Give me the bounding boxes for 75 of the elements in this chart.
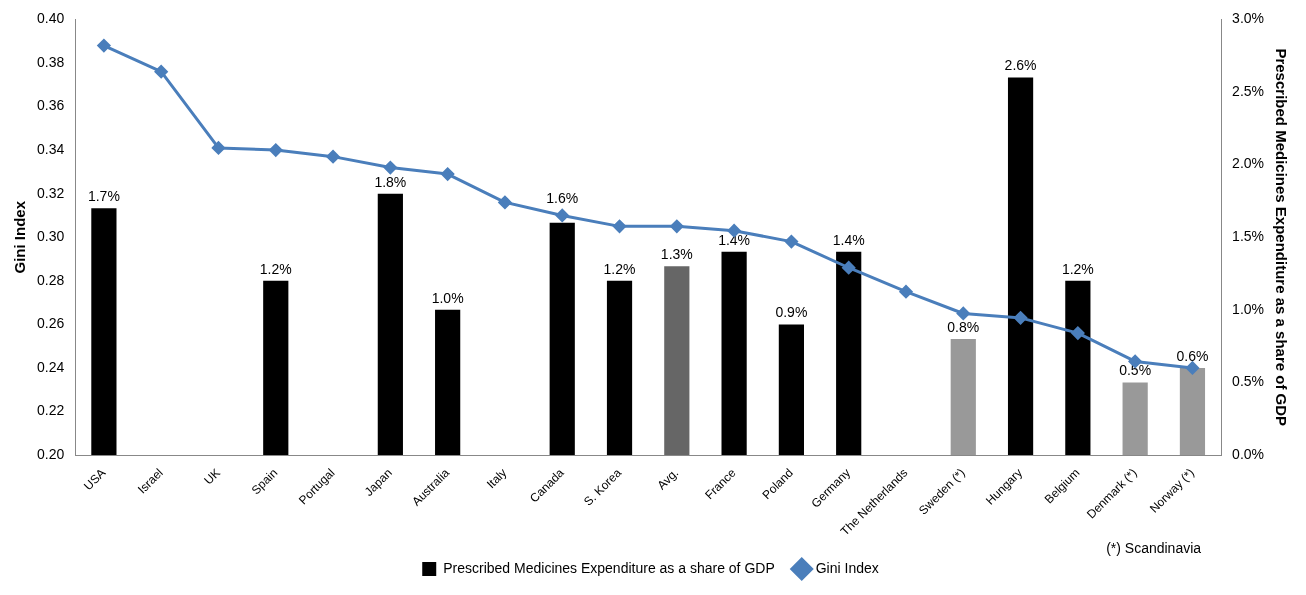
point (956, 306, 970, 320)
y-tick-label: 0.26 (37, 315, 65, 332)
y-tick-label: 0.22 (37, 402, 65, 419)
bar (836, 251, 862, 456)
point (441, 167, 455, 181)
data-label: 1.2% (1061, 260, 1094, 277)
legend-label: Prescribed Medicines Expenditure as a share of GDP (443, 559, 775, 576)
point (613, 219, 627, 233)
bar (1065, 280, 1091, 456)
y-tick-label: 0.38 (37, 53, 65, 70)
bar (1179, 367, 1206, 456)
bar (664, 266, 690, 456)
y2-tick-label: 1.0% (1232, 300, 1265, 317)
data-label: 0.6% (1176, 347, 1209, 364)
data-label: 1.2% (259, 260, 292, 277)
x-tick-label: UK (201, 465, 223, 488)
point (211, 141, 225, 155)
point (269, 143, 283, 157)
data-label: 0.8% (947, 318, 980, 335)
bar (263, 280, 289, 456)
data-label: 1.8% (374, 173, 407, 190)
y2-tick-label: 2.0% (1232, 155, 1265, 172)
point (97, 39, 111, 53)
data-label: 1.4% (718, 231, 751, 248)
point (670, 219, 684, 233)
y-tick-label: 0.34 (37, 140, 65, 157)
x-tick-label: Avg. (654, 465, 682, 493)
text: (*) Scandinavia (1106, 539, 1202, 556)
bar (1122, 382, 1148, 456)
y-tick-label: 0.24 (37, 358, 65, 375)
point (784, 235, 798, 249)
bar (377, 193, 403, 456)
y2-tick-label: 0.5% (1232, 373, 1265, 390)
data-label: 0.5% (1119, 362, 1152, 379)
point (154, 65, 168, 79)
data-label: 0.9% (775, 304, 808, 321)
y-axis-title: Gini Index (11, 200, 29, 274)
y2-tick-label: 1.5% (1232, 228, 1265, 245)
point (383, 161, 397, 175)
point (555, 208, 569, 222)
y-tick-label: 0.30 (37, 228, 65, 245)
y-tick-label: 0.20 (37, 445, 65, 462)
y2-axis-title: Prescribed Medicines Expenditure as a share of GDP (1272, 48, 1290, 427)
x-tick-label: USA (81, 465, 109, 494)
point (326, 150, 340, 164)
data-label: 1.3% (660, 246, 693, 263)
point (498, 195, 512, 209)
bar (435, 309, 461, 456)
y-tick-label: 0.36 (37, 97, 65, 114)
data-label: 1.6% (546, 190, 579, 207)
y-tick-label: 0.40 (37, 10, 65, 27)
data-label: 2.6% (1004, 57, 1037, 74)
bar (950, 338, 976, 456)
point (899, 285, 913, 299)
point (1185, 361, 1199, 375)
point (1014, 311, 1028, 325)
bar (778, 324, 804, 456)
legend-label: Gini Index (815, 559, 879, 576)
data-label: 1.7% (87, 188, 120, 205)
data-label: 1.2% (603, 260, 636, 277)
bar (549, 222, 575, 456)
point (1071, 326, 1085, 340)
y2-tick-label: 2.5% (1232, 82, 1265, 99)
x-tick-label: Italy (483, 465, 510, 492)
y2-tick-label: 0.0% (1232, 445, 1265, 462)
bar (606, 280, 633, 456)
y-tick-label: 0.28 (37, 271, 65, 288)
bar (91, 208, 117, 456)
bar (721, 251, 747, 456)
bar (1007, 77, 1034, 456)
y2-tick-label: 3.0% (1232, 10, 1265, 27)
data-label: 1.4% (832, 231, 865, 248)
y-tick-label: 0.32 (37, 184, 65, 201)
data-label: 1.0% (431, 289, 464, 306)
point (842, 261, 856, 275)
